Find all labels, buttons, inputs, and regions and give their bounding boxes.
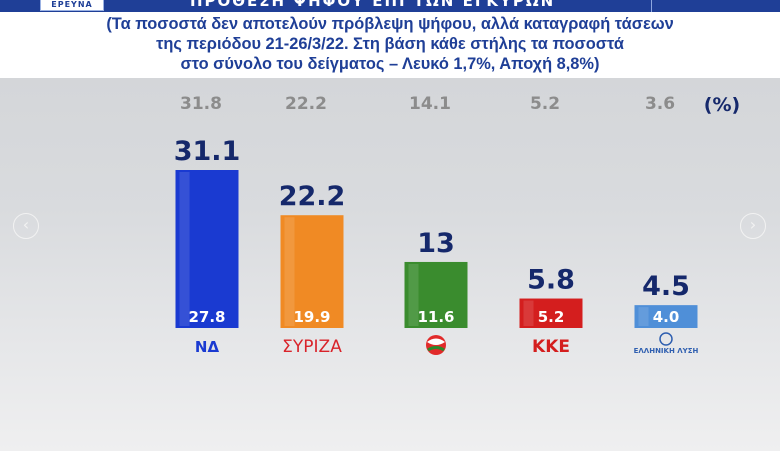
previous-label: 5.2	[530, 94, 560, 114]
bar-highlight	[179, 172, 190, 326]
bar	[404, 261, 468, 328]
party-logo-text: ΕΛΛΗΝΙΚΗ ΛΥΣΗ	[634, 347, 699, 355]
top-bar: ΕΡΕΥΝΑ ΠΡΟΘΕΣΗ ΨΗΦΟΥ ΕΠΙ ΤΩΝ ΕΓΚΥΡΩΝ	[0, 0, 780, 12]
chevron-left-icon: ‹	[22, 215, 30, 234]
pasok-sun-shape	[427, 338, 445, 345]
logo-decoration	[651, 0, 772, 12]
bar	[280, 215, 344, 328]
header-band	[0, 12, 780, 78]
base-label: 19.9	[293, 308, 330, 326]
party-logo-text: ΣΥΡΙΖΑ	[282, 337, 342, 357]
value-label: 22.2	[279, 181, 346, 212]
previous-label: 31.8	[180, 94, 222, 114]
bar-title: ΠΡΟΘΕΣΗ ΨΗΦΟΥ ΕΠΙ ΤΩΝ ΕΓΚΥΡΩΝ	[190, 0, 556, 10]
previous-label: 3.6	[645, 94, 675, 114]
next-slide-button[interactable]: ›	[740, 213, 766, 239]
base-label: 4.0	[653, 308, 680, 326]
bar	[634, 305, 698, 328]
prev-slide-button[interactable]: ‹	[13, 213, 39, 239]
base-label: 27.8	[188, 308, 225, 326]
chart-note: (Τα ποσοστά δεν αποτελούν πρόβλεψη ψήφου…	[60, 14, 720, 74]
bar	[175, 170, 239, 328]
bar-highlight	[284, 217, 295, 326]
base-label: 5.2	[538, 308, 565, 326]
chart-background	[0, 78, 780, 451]
value-label: 13	[417, 228, 455, 259]
note-line: στο σύνολο του δείγματος – Λευκό 1,7%, Α…	[180, 55, 600, 73]
note-line: της περιόδου 21-26/3/22. Στη βάση κάθε σ…	[156, 35, 624, 53]
previous-label: 14.1	[409, 94, 451, 114]
bar	[519, 298, 583, 328]
base-label: 11.6	[417, 308, 454, 326]
unit-label: (%)	[704, 94, 740, 116]
party-logo-text: ΝΔ	[195, 338, 220, 356]
bar-highlight	[638, 307, 649, 326]
bar-highlight	[408, 263, 419, 326]
badge: ΕΡΕΥΝΑ	[40, 0, 104, 11]
elliniki-lysi-logo-icon	[659, 332, 673, 346]
value-label: 5.8	[527, 265, 575, 296]
note-line: (Τα ποσοστά δεν αποτελούν πρόβλεψη ψήφου…	[106, 15, 674, 33]
value-label: 31.1	[174, 136, 241, 167]
party-logo-text: ΚΚΕ	[532, 337, 570, 357]
chevron-right-icon: ›	[749, 215, 757, 234]
previous-label: 22.2	[285, 94, 327, 114]
bar-highlight	[523, 300, 534, 326]
value-label: 4.5	[642, 271, 690, 302]
pasok-wave-shape	[427, 346, 445, 352]
